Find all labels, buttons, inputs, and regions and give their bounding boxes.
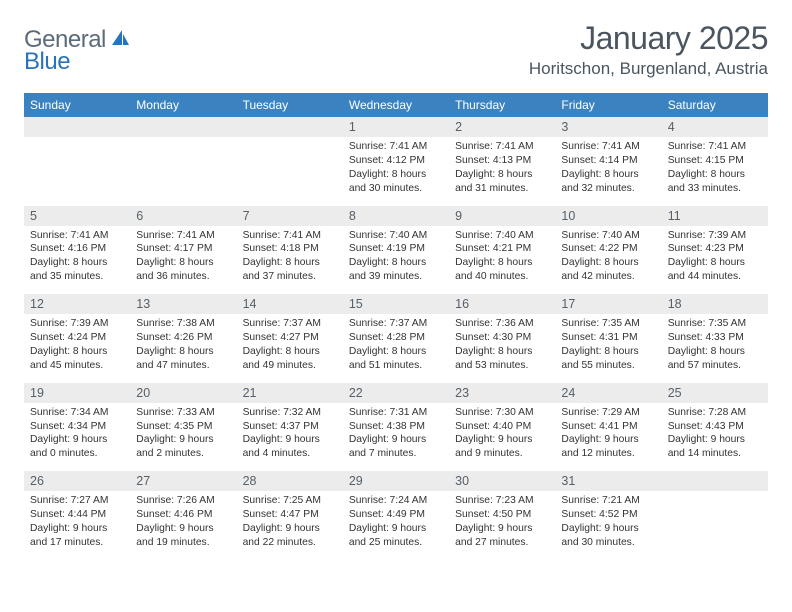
title-block: January 2025 Horitschon, Burgenland, Aus… xyxy=(529,20,768,79)
day-header: Saturday xyxy=(662,93,768,117)
day-number-cell: 2 xyxy=(449,117,555,137)
day-number-cell: 12 xyxy=(24,294,130,314)
week-content-row: Sunrise: 7:27 AMSunset: 4:44 PMDaylight:… xyxy=(24,491,768,560)
day-number-cell: 15 xyxy=(343,294,449,314)
day-number-cell: 6 xyxy=(130,206,236,226)
day-number-cell: 3 xyxy=(555,117,661,137)
day-number-cell: 30 xyxy=(449,471,555,491)
day-number-cell xyxy=(237,117,343,137)
calendar-table: SundayMondayTuesdayWednesdayThursdayFrid… xyxy=(24,93,768,560)
day-content-cell: Sunrise: 7:34 AMSunset: 4:34 PMDaylight:… xyxy=(24,403,130,472)
day-number-cell: 13 xyxy=(130,294,236,314)
day-number-cell: 24 xyxy=(555,383,661,403)
day-number-cell: 22 xyxy=(343,383,449,403)
day-number-cell: 16 xyxy=(449,294,555,314)
day-number-cell: 20 xyxy=(130,383,236,403)
day-number-cell: 25 xyxy=(662,383,768,403)
day-content-cell: Sunrise: 7:41 AMSunset: 4:14 PMDaylight:… xyxy=(555,137,661,206)
logo-blue-wrap: Blue xyxy=(24,48,70,76)
day-number-cell: 29 xyxy=(343,471,449,491)
day-number-cell: 23 xyxy=(449,383,555,403)
day-number-cell: 8 xyxy=(343,206,449,226)
day-content-cell: Sunrise: 7:26 AMSunset: 4:46 PMDaylight:… xyxy=(130,491,236,560)
logo-text-blue: Blue xyxy=(24,48,70,75)
day-number-cell xyxy=(24,117,130,137)
day-content-cell: Sunrise: 7:35 AMSunset: 4:31 PMDaylight:… xyxy=(555,314,661,383)
day-content-cell: Sunrise: 7:41 AMSunset: 4:18 PMDaylight:… xyxy=(237,226,343,295)
day-number-cell: 1 xyxy=(343,117,449,137)
day-number-cell: 9 xyxy=(449,206,555,226)
day-content-cell: Sunrise: 7:40 AMSunset: 4:21 PMDaylight:… xyxy=(449,226,555,295)
day-content-cell: Sunrise: 7:30 AMSunset: 4:40 PMDaylight:… xyxy=(449,403,555,472)
day-number-cell: 17 xyxy=(555,294,661,314)
location-text: Horitschon, Burgenland, Austria xyxy=(529,59,768,79)
week-daynum-row: 567891011 xyxy=(24,206,768,226)
day-content-cell: Sunrise: 7:24 AMSunset: 4:49 PMDaylight:… xyxy=(343,491,449,560)
day-content-cell: Sunrise: 7:39 AMSunset: 4:23 PMDaylight:… xyxy=(662,226,768,295)
day-number-cell: 31 xyxy=(555,471,661,491)
day-content-cell: Sunrise: 7:36 AMSunset: 4:30 PMDaylight:… xyxy=(449,314,555,383)
day-content-cell: Sunrise: 7:37 AMSunset: 4:27 PMDaylight:… xyxy=(237,314,343,383)
header: General January 2025 Horitschon, Burgenl… xyxy=(24,20,768,79)
day-number-cell: 5 xyxy=(24,206,130,226)
day-content-cell: Sunrise: 7:32 AMSunset: 4:37 PMDaylight:… xyxy=(237,403,343,472)
day-content-cell: Sunrise: 7:40 AMSunset: 4:22 PMDaylight:… xyxy=(555,226,661,295)
day-content-cell xyxy=(662,491,768,560)
day-number-cell: 4 xyxy=(662,117,768,137)
day-content-cell xyxy=(24,137,130,206)
week-daynum-row: 19202122232425 xyxy=(24,383,768,403)
day-content-cell: Sunrise: 7:40 AMSunset: 4:19 PMDaylight:… xyxy=(343,226,449,295)
day-content-cell: Sunrise: 7:33 AMSunset: 4:35 PMDaylight:… xyxy=(130,403,236,472)
day-header: Wednesday xyxy=(343,93,449,117)
day-content-cell: Sunrise: 7:41 AMSunset: 4:16 PMDaylight:… xyxy=(24,226,130,295)
day-number-cell: 18 xyxy=(662,294,768,314)
day-content-cell: Sunrise: 7:41 AMSunset: 4:17 PMDaylight:… xyxy=(130,226,236,295)
day-content-cell: Sunrise: 7:35 AMSunset: 4:33 PMDaylight:… xyxy=(662,314,768,383)
day-content-cell: Sunrise: 7:21 AMSunset: 4:52 PMDaylight:… xyxy=(555,491,661,560)
day-header-row: SundayMondayTuesdayWednesdayThursdayFrid… xyxy=(24,93,768,117)
day-number-cell: 27 xyxy=(130,471,236,491)
day-content-cell: Sunrise: 7:41 AMSunset: 4:15 PMDaylight:… xyxy=(662,137,768,206)
day-content-cell: Sunrise: 7:38 AMSunset: 4:26 PMDaylight:… xyxy=(130,314,236,383)
day-content-cell: Sunrise: 7:39 AMSunset: 4:24 PMDaylight:… xyxy=(24,314,130,383)
day-content-cell: Sunrise: 7:28 AMSunset: 4:43 PMDaylight:… xyxy=(662,403,768,472)
day-number-cell: 14 xyxy=(237,294,343,314)
day-number-cell xyxy=(130,117,236,137)
day-content-cell xyxy=(237,137,343,206)
day-content-cell: Sunrise: 7:41 AMSunset: 4:12 PMDaylight:… xyxy=(343,137,449,206)
day-number-cell xyxy=(662,471,768,491)
logo-sail-icon xyxy=(110,28,130,53)
day-content-cell: Sunrise: 7:29 AMSunset: 4:41 PMDaylight:… xyxy=(555,403,661,472)
week-content-row: Sunrise: 7:41 AMSunset: 4:12 PMDaylight:… xyxy=(24,137,768,206)
day-content-cell: Sunrise: 7:31 AMSunset: 4:38 PMDaylight:… xyxy=(343,403,449,472)
week-daynum-row: 12131415161718 xyxy=(24,294,768,314)
day-number-cell: 28 xyxy=(237,471,343,491)
day-content-cell xyxy=(130,137,236,206)
day-header: Thursday xyxy=(449,93,555,117)
day-number-cell: 26 xyxy=(24,471,130,491)
week-daynum-row: 1234 xyxy=(24,117,768,137)
week-content-row: Sunrise: 7:39 AMSunset: 4:24 PMDaylight:… xyxy=(24,314,768,383)
day-number-cell: 19 xyxy=(24,383,130,403)
week-content-row: Sunrise: 7:41 AMSunset: 4:16 PMDaylight:… xyxy=(24,226,768,295)
day-content-cell: Sunrise: 7:27 AMSunset: 4:44 PMDaylight:… xyxy=(24,491,130,560)
day-header: Friday xyxy=(555,93,661,117)
day-number-cell: 7 xyxy=(237,206,343,226)
day-number-cell: 11 xyxy=(662,206,768,226)
day-content-cell: Sunrise: 7:37 AMSunset: 4:28 PMDaylight:… xyxy=(343,314,449,383)
week-content-row: Sunrise: 7:34 AMSunset: 4:34 PMDaylight:… xyxy=(24,403,768,472)
week-daynum-row: 262728293031 xyxy=(24,471,768,491)
day-number-cell: 21 xyxy=(237,383,343,403)
day-header: Monday xyxy=(130,93,236,117)
day-content-cell: Sunrise: 7:25 AMSunset: 4:47 PMDaylight:… xyxy=(237,491,343,560)
page-title: January 2025 xyxy=(529,20,768,57)
calendar-body: 1234Sunrise: 7:41 AMSunset: 4:12 PMDayli… xyxy=(24,117,768,560)
day-header: Tuesday xyxy=(237,93,343,117)
day-content-cell: Sunrise: 7:23 AMSunset: 4:50 PMDaylight:… xyxy=(449,491,555,560)
day-content-cell: Sunrise: 7:41 AMSunset: 4:13 PMDaylight:… xyxy=(449,137,555,206)
day-header: Sunday xyxy=(24,93,130,117)
day-number-cell: 10 xyxy=(555,206,661,226)
